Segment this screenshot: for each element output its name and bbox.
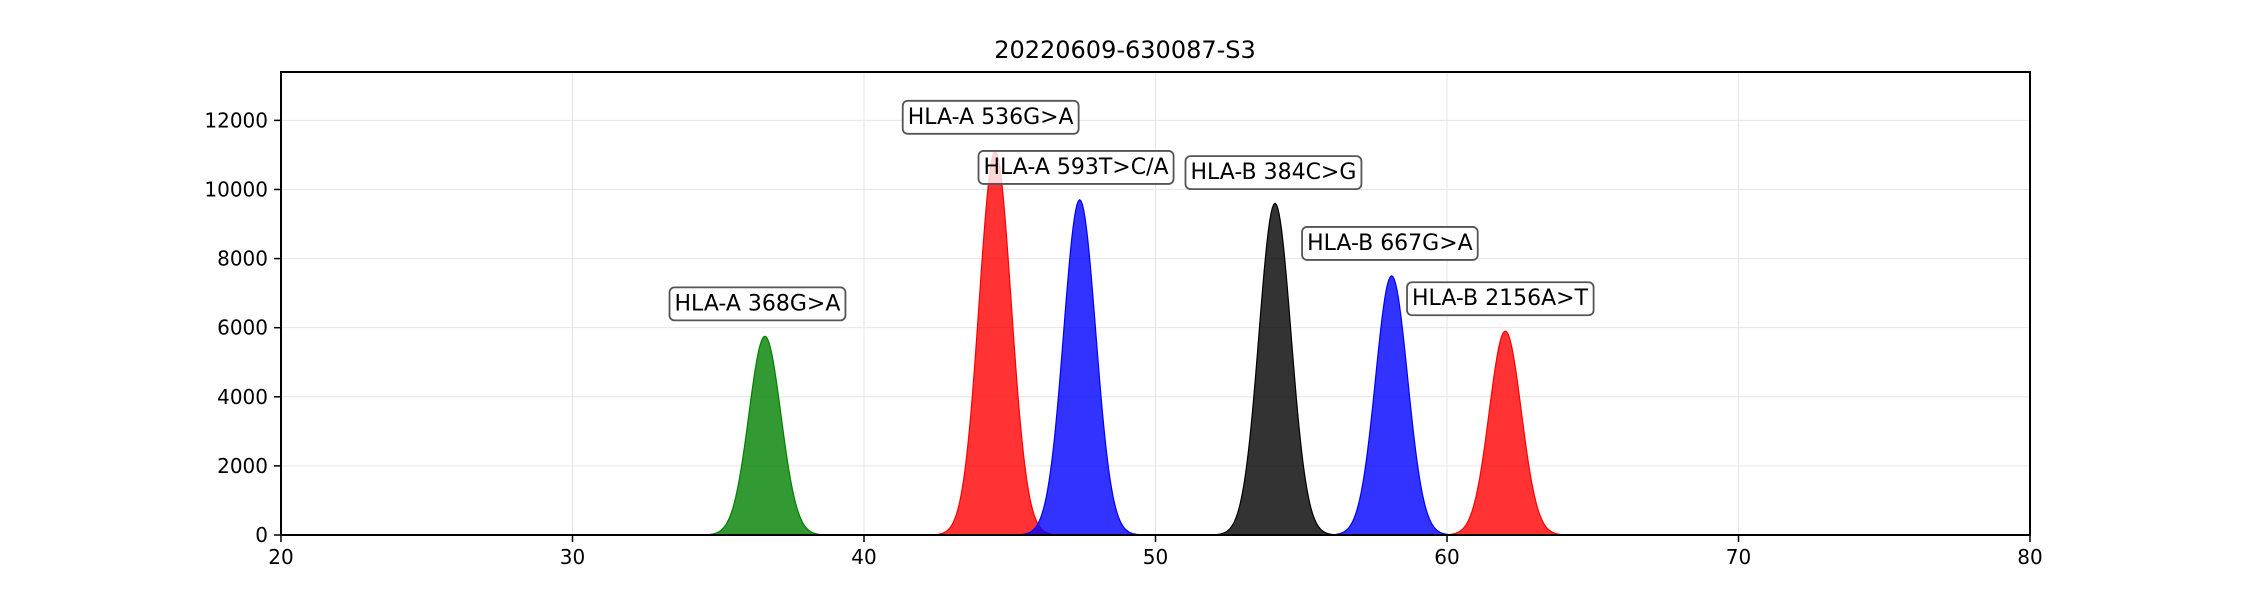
y-tick-label: 12000	[204, 108, 268, 132]
chart-title: 20220609-630087-S3	[994, 36, 1256, 64]
annotation-5: HLA-B 667G>A	[1301, 226, 1479, 261]
x-axis: 20 30 40 50 60 70 80	[268, 535, 2043, 569]
peak-3	[999, 199, 1160, 536]
annotation-box	[1184, 155, 1363, 191]
y-tick-label: 4000	[217, 385, 268, 409]
annotation-box	[668, 286, 847, 322]
x-tick-label: 80	[2017, 545, 2042, 569]
annotation-label: HLA-A 368G>A	[675, 291, 841, 316]
y-tick-label: 10000	[204, 177, 268, 201]
peak-1	[684, 335, 846, 536]
x-tick-label: 50	[1143, 545, 1168, 569]
peak-6	[1425, 330, 1586, 536]
annotation-box	[1301, 226, 1479, 261]
annotation-box	[1406, 281, 1595, 317]
annotation-4: HLA-B 384C>G	[1184, 155, 1363, 191]
y-tick-label: 0	[255, 523, 268, 547]
annotation-3: HLA-A 593T>C/A	[977, 150, 1175, 185]
annotation-label: HLA-B 2156A>T	[1412, 286, 1589, 311]
x-tick-label: 30	[560, 545, 585, 569]
y-axis: 0 2000 4000 6000 8000 10000 12000	[204, 108, 281, 547]
annotation-2: HLA-A 536G>A	[901, 99, 1080, 135]
annotation-1: HLA-A 368G>A	[668, 286, 847, 322]
annotation-box	[977, 150, 1175, 185]
annotation-label: HLA-A 536G>A	[908, 105, 1074, 130]
y-tick-label: 6000	[217, 316, 268, 340]
annotations: HLA-A 368G>A HLA-A 536G>A HLA-A 593T>C/A HL…	[668, 99, 1595, 322]
y-tick-label: 8000	[217, 247, 268, 271]
x-tick-label: 60	[1434, 545, 1459, 569]
annotation-box	[901, 99, 1080, 135]
annotation-label: HLA-B 667G>A	[1307, 231, 1473, 256]
peak-4	[1194, 202, 1356, 536]
annotation-6: HLA-B 2156A>T	[1406, 281, 1595, 317]
grid	[280, 72, 2031, 536]
annotation-label: HLA-A 593T>C/A	[984, 155, 1169, 180]
x-tick-label: 20	[268, 545, 293, 569]
peaks	[684, 150, 1586, 536]
annotation-label: HLA-B 384C>G	[1190, 160, 1356, 185]
y-tick-label: 2000	[217, 454, 268, 478]
x-tick-label: 40	[851, 545, 876, 569]
x-tick-label: 70	[1726, 545, 1751, 569]
